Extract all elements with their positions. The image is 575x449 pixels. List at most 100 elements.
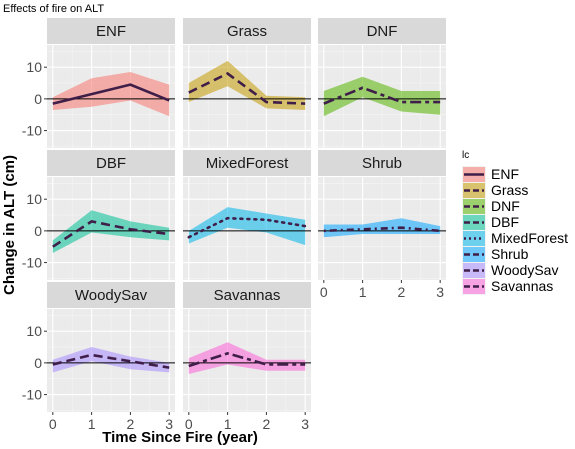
data-point xyxy=(400,227,402,229)
series-line-grass xyxy=(188,72,306,105)
panel-savannas: Savannas xyxy=(183,282,311,412)
legend-item-mixedforest: MixedForest xyxy=(462,230,568,247)
data-point xyxy=(226,352,228,354)
strip-dbf xyxy=(47,150,175,176)
x-tick-label: 2 xyxy=(397,284,405,300)
ribbon-dbf xyxy=(52,210,170,254)
y-tick-label: -10 xyxy=(22,255,42,271)
y-tick-label: -10 xyxy=(22,387,42,403)
series-line-mixedforest xyxy=(187,216,307,239)
x-tick-label: 2 xyxy=(126,416,134,432)
ribbon-dnf xyxy=(323,76,441,117)
x-tick-label: 3 xyxy=(165,416,173,432)
panel-mixedforest: MixedForest xyxy=(183,150,311,280)
data-point xyxy=(52,363,54,365)
data-point xyxy=(188,91,190,93)
legend-label: DBF xyxy=(491,214,519,230)
data-point xyxy=(90,93,92,95)
strip-label-shrub: Shrub xyxy=(362,155,402,172)
data-point xyxy=(439,101,441,103)
legend-item-dnf: DNF xyxy=(462,198,520,215)
chart-title: Effects of fire on ALT xyxy=(3,3,104,15)
data-point xyxy=(361,228,363,230)
strip-dnf xyxy=(318,18,446,44)
panel-enf: ENF xyxy=(47,18,175,148)
strip-grass xyxy=(183,18,311,44)
series-line-savannas xyxy=(188,352,306,368)
data-point xyxy=(168,366,170,368)
ribbon-savannas xyxy=(188,342,306,374)
legend-item-enf: ENF xyxy=(462,166,519,183)
data-point xyxy=(439,230,441,232)
data-point xyxy=(226,72,228,74)
data-point xyxy=(323,102,325,104)
data-point xyxy=(400,101,402,103)
series-line-woodysav xyxy=(52,353,170,369)
data-point xyxy=(90,354,92,356)
y-axis-title: Change in ALT (cm) xyxy=(1,155,18,295)
ribbon-grass xyxy=(188,60,306,110)
x-tick-label: 1 xyxy=(359,284,367,300)
x-tick-label: 2 xyxy=(262,416,270,432)
legend-title: lc xyxy=(462,150,469,161)
legend: lc ENFGrassDNFDBFMixedForestShrubWoodySa… xyxy=(462,150,568,295)
legend-label: Savannas xyxy=(491,278,553,294)
data-point xyxy=(265,101,267,103)
data-point xyxy=(226,217,228,219)
data-point xyxy=(168,99,170,101)
panel-shrub: Shrub xyxy=(318,150,446,280)
strip-shrub xyxy=(318,150,446,176)
strip-label-enf: ENF xyxy=(96,23,126,40)
data-point xyxy=(361,87,363,89)
y-tick-label: 0 xyxy=(34,355,42,371)
legend-label: DNF xyxy=(491,198,520,214)
legend-item-grass: Grass xyxy=(462,182,528,199)
data-point xyxy=(304,102,306,104)
x-tick-label: 0 xyxy=(320,284,328,300)
legend-item-savannas: Savannas xyxy=(462,278,553,295)
legend-label: ENF xyxy=(491,166,519,182)
y-tick-label: 10 xyxy=(26,191,42,207)
legend-item-woodysav: WoodySav xyxy=(462,262,558,279)
strip-label-dnf: DNF xyxy=(367,23,398,40)
strip-label-savannas: Savannas xyxy=(214,287,281,304)
x-tick-label: 0 xyxy=(49,416,57,432)
legend-label: Shrub xyxy=(491,246,529,262)
data-point xyxy=(265,219,267,221)
series-line-dbf xyxy=(52,219,170,248)
data-point xyxy=(265,363,267,365)
x-tick-label: 1 xyxy=(88,416,96,432)
strip-savannas xyxy=(183,282,311,308)
strip-label-woodysav: WoodySav xyxy=(75,287,148,304)
data-point xyxy=(188,365,190,367)
ribbon-enf xyxy=(52,71,170,117)
y-tick-label: 0 xyxy=(34,223,42,239)
data-point xyxy=(129,228,131,230)
y-tick-label: -10 xyxy=(22,123,42,139)
y-tick-label: 0 xyxy=(34,91,42,107)
x-tick-label: 3 xyxy=(436,284,444,300)
strip-woodysav xyxy=(47,282,175,308)
facet-panels: ENF Grass DNF DBF MixedForest Shrub WoodySav Sa… xyxy=(47,18,446,412)
strip-mixedforest xyxy=(183,150,311,176)
ribbon-mixedforest xyxy=(188,207,306,246)
legend-label: MixedForest xyxy=(491,230,568,246)
strip-label-grass: Grass xyxy=(227,23,267,40)
data-point xyxy=(129,360,131,362)
series-line-shrub xyxy=(323,226,441,233)
data-point xyxy=(188,236,190,238)
x-tick-label: 1 xyxy=(224,416,232,432)
x-axis-title: Time Since Fire (year) xyxy=(102,429,258,446)
ribbon-woodysav xyxy=(52,347,170,373)
panel-woodysav: WoodySav xyxy=(47,282,175,412)
data-point xyxy=(304,363,306,365)
x-tick-label: 3 xyxy=(301,416,309,432)
data-point xyxy=(323,230,325,232)
strip-label-dbf: DBF xyxy=(96,155,126,172)
legend-item-dbf: DBF xyxy=(462,214,519,231)
strip-enf xyxy=(47,18,175,44)
series-line-enf xyxy=(52,83,170,105)
y-tick-label: 10 xyxy=(26,323,42,339)
data-point xyxy=(90,220,92,222)
